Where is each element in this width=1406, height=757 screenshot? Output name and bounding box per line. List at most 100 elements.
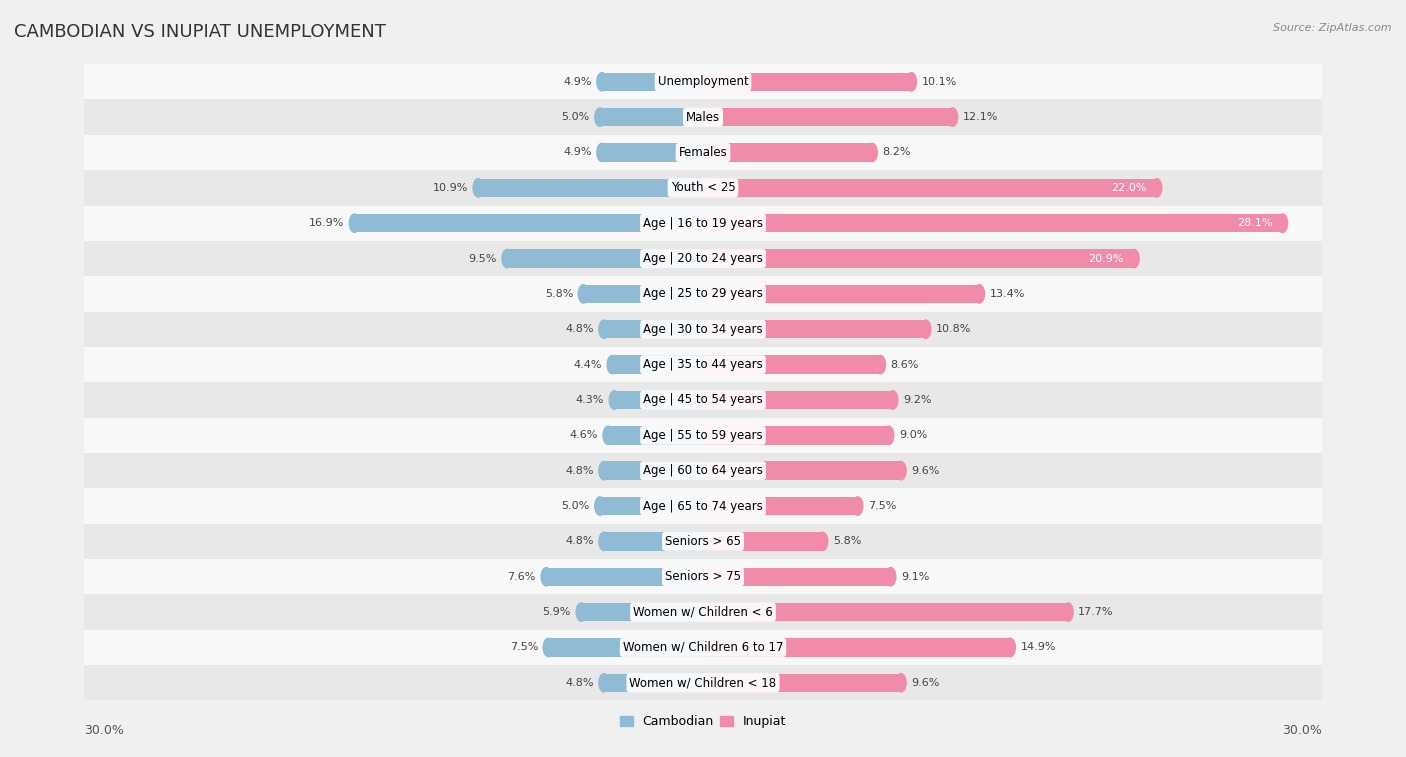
Text: 8.6%: 8.6%: [890, 360, 920, 369]
Bar: [84, 630, 1322, 665]
Bar: [605, 532, 703, 550]
Ellipse shape: [1063, 603, 1073, 621]
Text: Age | 20 to 24 years: Age | 20 to 24 years: [643, 252, 763, 265]
Ellipse shape: [921, 320, 931, 338]
Bar: [703, 568, 890, 586]
Ellipse shape: [896, 462, 905, 480]
Ellipse shape: [1152, 179, 1161, 197]
Ellipse shape: [599, 462, 609, 480]
Bar: [703, 179, 1157, 197]
Bar: [84, 312, 1322, 347]
Text: 10.8%: 10.8%: [936, 324, 972, 335]
Bar: [703, 638, 1011, 656]
Ellipse shape: [948, 108, 957, 126]
Bar: [84, 347, 1322, 382]
Text: Age | 65 to 74 years: Age | 65 to 74 years: [643, 500, 763, 512]
Ellipse shape: [599, 674, 609, 692]
Text: 9.6%: 9.6%: [911, 678, 939, 688]
Ellipse shape: [543, 638, 554, 656]
Text: 12.1%: 12.1%: [963, 112, 998, 122]
Text: 30.0%: 30.0%: [84, 724, 124, 737]
Ellipse shape: [599, 532, 609, 550]
Text: 9.5%: 9.5%: [468, 254, 496, 263]
Text: Age | 55 to 59 years: Age | 55 to 59 years: [643, 428, 763, 442]
Text: 28.1%: 28.1%: [1237, 218, 1272, 228]
Text: 4.8%: 4.8%: [565, 466, 593, 475]
Bar: [84, 524, 1322, 559]
Bar: [84, 99, 1322, 135]
Ellipse shape: [609, 391, 620, 409]
Text: 17.7%: 17.7%: [1078, 607, 1114, 617]
Ellipse shape: [868, 143, 877, 162]
Text: 4.4%: 4.4%: [574, 360, 602, 369]
Ellipse shape: [905, 73, 917, 91]
Text: Age | 16 to 19 years: Age | 16 to 19 years: [643, 217, 763, 229]
Ellipse shape: [349, 214, 360, 232]
Bar: [84, 276, 1322, 312]
Text: 20.9%: 20.9%: [1088, 254, 1123, 263]
Text: 5.0%: 5.0%: [561, 112, 589, 122]
Bar: [602, 143, 703, 162]
Bar: [609, 426, 703, 444]
Bar: [581, 603, 703, 621]
Bar: [84, 135, 1322, 170]
Bar: [84, 382, 1322, 418]
Text: 9.0%: 9.0%: [898, 430, 928, 441]
Ellipse shape: [817, 532, 828, 550]
Text: Age | 30 to 34 years: Age | 30 to 34 years: [643, 322, 763, 336]
Text: CAMBODIAN VS INUPIAT UNEMPLOYMENT: CAMBODIAN VS INUPIAT UNEMPLOYMENT: [14, 23, 385, 41]
Text: 9.2%: 9.2%: [903, 395, 932, 405]
Bar: [84, 665, 1322, 700]
Bar: [84, 488, 1322, 524]
Bar: [508, 249, 703, 268]
Text: 4.9%: 4.9%: [564, 148, 592, 157]
Bar: [84, 453, 1322, 488]
Text: Seniors > 65: Seniors > 65: [665, 535, 741, 548]
Bar: [605, 462, 703, 480]
Ellipse shape: [576, 603, 586, 621]
Bar: [84, 205, 1322, 241]
Ellipse shape: [607, 356, 617, 374]
Text: 7.5%: 7.5%: [868, 501, 897, 511]
Bar: [703, 108, 952, 126]
Bar: [703, 320, 925, 338]
Text: 30.0%: 30.0%: [1282, 724, 1322, 737]
Text: 9.1%: 9.1%: [901, 572, 929, 581]
Ellipse shape: [603, 426, 613, 444]
Text: 10.9%: 10.9%: [433, 183, 468, 193]
Bar: [605, 674, 703, 692]
Text: Unemployment: Unemployment: [658, 75, 748, 89]
Ellipse shape: [578, 285, 589, 303]
Ellipse shape: [875, 356, 886, 374]
Bar: [614, 391, 703, 409]
Ellipse shape: [1129, 249, 1139, 268]
Text: 10.1%: 10.1%: [921, 76, 957, 87]
Ellipse shape: [852, 497, 863, 516]
Text: 4.3%: 4.3%: [575, 395, 605, 405]
Bar: [84, 418, 1322, 453]
Text: 16.9%: 16.9%: [309, 218, 344, 228]
Text: 4.8%: 4.8%: [565, 678, 593, 688]
Ellipse shape: [1277, 214, 1288, 232]
Text: Females: Females: [679, 146, 727, 159]
Text: 7.6%: 7.6%: [508, 572, 536, 581]
Text: 7.5%: 7.5%: [509, 643, 538, 653]
Ellipse shape: [596, 143, 607, 162]
Ellipse shape: [595, 497, 605, 516]
Text: Youth < 25: Youth < 25: [671, 182, 735, 195]
Text: Age | 25 to 29 years: Age | 25 to 29 years: [643, 288, 763, 301]
Bar: [703, 214, 1282, 232]
Ellipse shape: [887, 391, 898, 409]
Bar: [84, 241, 1322, 276]
Text: Women w/ Children < 18: Women w/ Children < 18: [630, 676, 776, 690]
Bar: [84, 64, 1322, 99]
Ellipse shape: [541, 568, 551, 586]
Legend: Cambodian, Inupiat: Cambodian, Inupiat: [614, 710, 792, 733]
Bar: [600, 497, 703, 516]
Bar: [583, 285, 703, 303]
Text: 14.9%: 14.9%: [1021, 643, 1056, 653]
Ellipse shape: [974, 285, 984, 303]
Bar: [703, 391, 893, 409]
Bar: [84, 170, 1322, 205]
Bar: [548, 638, 703, 656]
